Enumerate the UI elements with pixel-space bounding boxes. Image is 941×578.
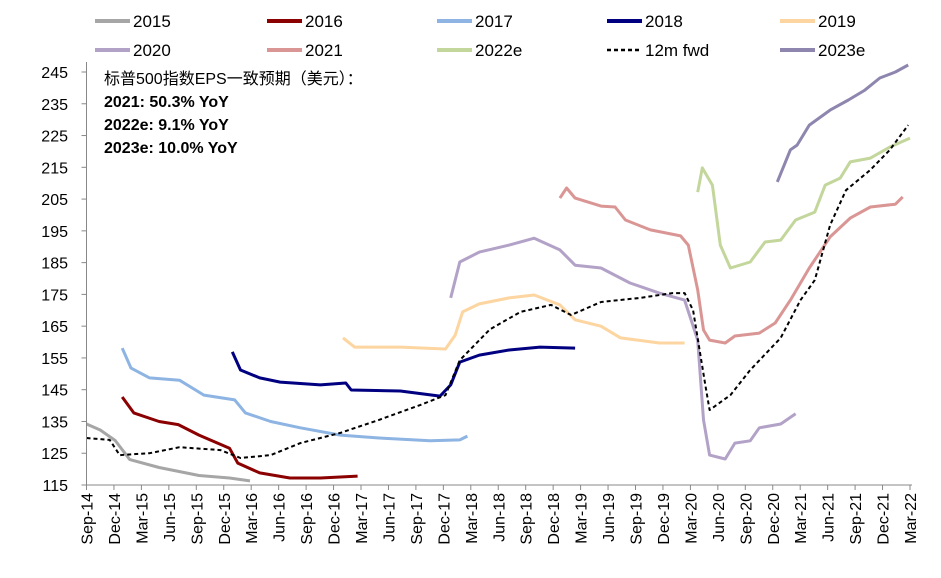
legend-label: 2016: [305, 12, 343, 31]
y-ticks: 115 125 135 145 155 165 175 185 195 205 215 225 235 2…: [41, 65, 87, 495]
legend-item-2019: 2019: [780, 12, 856, 31]
x-tick-label: Dec-16: [327, 493, 344, 545]
legend-item-2018: 2018: [607, 12, 683, 31]
series-line-2020: [449, 236, 797, 461]
legend-label: 2021: [305, 41, 343, 60]
x-tick-label: Sep-14: [80, 493, 97, 545]
x-tick-label: Jun-18: [491, 493, 508, 542]
x-tick-label: Mar-19: [574, 493, 591, 544]
y-tick-label: 135: [41, 414, 68, 431]
x-tick-label: Mar-20: [683, 493, 700, 544]
y-tick-label: 235: [41, 97, 68, 114]
x-tick-label: Dec-20: [766, 493, 783, 545]
series-line-2018: [230, 345, 576, 398]
legend-label: 2018: [645, 12, 683, 31]
legend-label: 2023e: [818, 41, 865, 60]
legend-label: 2022e: [475, 41, 522, 60]
legend-label: 2019: [818, 12, 856, 31]
legend-item-2017: 2017: [437, 12, 513, 31]
annotation: 标普500指数EPS一致预期（美元）： 2021: 50.3% YoY 2022…: [104, 70, 363, 157]
series-line-2015: [85, 422, 251, 483]
series-line-2021: [558, 186, 904, 345]
x-tick-label: Mar-17: [354, 493, 371, 544]
legend-label: 12m fwd: [645, 41, 709, 60]
legend-label: 2020: [133, 41, 171, 60]
x-tick-label: Sep-20: [738, 493, 755, 545]
y-tick-label: 165: [41, 319, 68, 336]
legend-item-2015: 2015: [95, 12, 171, 31]
legend-label: 2017: [475, 12, 513, 31]
legend-item-2020: 2020: [95, 41, 171, 60]
x-ticks: Sep-14 Dec-14 Mar-15 Jun-15 Sep-15 Dec-15 Mar-…: [80, 485, 920, 545]
y-tick-label: 145: [41, 383, 68, 400]
x-tick-label: Sep-15: [189, 493, 206, 545]
x-tick-label: Mar-22: [903, 493, 920, 544]
x-tick-label: Sep-18: [519, 493, 536, 545]
y-tick-label: 115: [42, 478, 68, 495]
x-tick-label: Mar-16: [244, 493, 261, 544]
x-tick-label: Mar-21: [793, 493, 810, 544]
series-line-12m-fwd: [86, 124, 910, 459]
x-tick-label: Sep-17: [409, 493, 426, 545]
x-tick-label: Dec-14: [107, 493, 124, 545]
y-tick-label: 125: [41, 446, 68, 463]
y-tick-label: 195: [41, 224, 68, 241]
y-tick-label: 175: [41, 287, 68, 304]
y-tick-label: 185: [41, 256, 68, 273]
y-tick-label: 155: [41, 351, 68, 368]
series-line-2022e: [696, 136, 911, 270]
legend-item-2021: 2021: [267, 41, 343, 60]
y-tick-label: 225: [41, 129, 68, 146]
y-tick-label: 245: [41, 65, 68, 82]
x-tick-label: Dec-18: [546, 493, 563, 545]
x-tick-label: Jun-15: [162, 493, 179, 542]
x-tick-label: Sep-21: [848, 493, 865, 545]
series-line-2017: [120, 347, 469, 443]
series-layer: [85, 63, 911, 483]
legend-label: 2015: [133, 12, 171, 31]
annotation-line-2022e: 2022e: 9.1% YoY: [104, 117, 229, 134]
x-tick-label: Jun-19: [601, 493, 618, 542]
series-line-2023e: [775, 63, 909, 183]
y-tick-label: 215: [41, 160, 68, 177]
legend-item-12m-fwd: 12m fwd: [607, 41, 709, 60]
x-tick-label: Dec-21: [876, 493, 893, 545]
annotation-heading: 标普500指数EPS一致预期（美元）：: [104, 70, 363, 88]
x-tick-label: Jun-16: [272, 493, 289, 542]
x-tick-label: Jun-20: [711, 493, 728, 542]
series-line-2019: [342, 293, 685, 351]
y-tick-label: 205: [41, 192, 68, 209]
x-tick-label: Mar-15: [134, 493, 151, 544]
x-tick-label: Dec-17: [436, 493, 453, 545]
x-tick-label: Jun-21: [821, 493, 838, 542]
x-tick-label: Jun-17: [381, 493, 398, 542]
x-tick-label: Sep-19: [629, 493, 646, 545]
annotation-line-2023e: 2023e: 10.0% YoY: [104, 140, 238, 157]
x-tick-label: Dec-19: [656, 493, 673, 545]
x-tick-label: Sep-16: [299, 493, 316, 545]
series-line-2016: [120, 396, 358, 480]
x-tick-label: Mar-18: [464, 493, 481, 544]
legend-item-2023e: 2023e: [780, 41, 865, 60]
annotation-line-2021: 2021: 50.3% YoY: [104, 94, 229, 111]
legend-item-2016: 2016: [267, 12, 343, 31]
legend: 2015 2016 2017 2018 2019 2020 2021 2022e 12m fwd…: [95, 12, 865, 60]
legend-item-2022e: 2022e: [437, 41, 522, 60]
x-tick-label: Dec-15: [217, 493, 234, 545]
